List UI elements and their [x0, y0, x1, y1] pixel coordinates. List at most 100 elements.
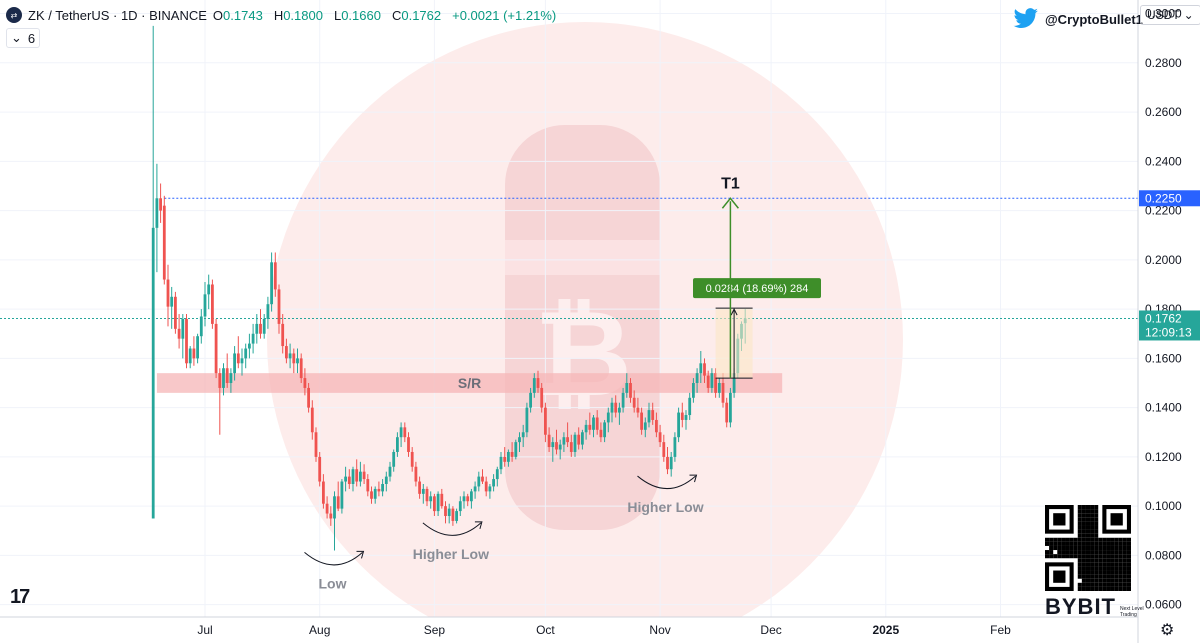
y-tick-label: 0.1000 [1145, 499, 1182, 513]
qr-module [1081, 545, 1086, 551]
candle-body [410, 451, 414, 467]
candle-body [377, 488, 381, 492]
candle-body [677, 412, 680, 438]
candle-body [573, 434, 577, 452]
candle-body [192, 348, 196, 359]
candle-body [396, 437, 399, 452]
candle-body [484, 481, 488, 492]
svg-text:₿: ₿ [534, 287, 632, 421]
candle-body [451, 508, 455, 521]
candle-body [643, 422, 647, 430]
qr-module [1090, 525, 1095, 530]
qr-module [1045, 554, 1050, 559]
qr-module [1110, 562, 1115, 567]
qr-module [1106, 586, 1111, 591]
qr-module [1094, 529, 1099, 534]
qr-module [1085, 566, 1091, 571]
tradingview-logo-icon[interactable]: 17 [10, 586, 30, 608]
candle-body [355, 469, 359, 482]
change-value: +0.0021 (+1.21%) [452, 7, 557, 23]
candle-body [333, 496, 336, 519]
candle-body [717, 383, 721, 393]
high-label: H [273, 7, 284, 23]
qr-module [1090, 550, 1095, 555]
qr-module [1085, 586, 1091, 591]
candle-body [499, 456, 503, 470]
qr-module [1077, 550, 1082, 555]
candle-body [362, 471, 366, 480]
qr-module [1053, 554, 1058, 559]
qr-module [1126, 574, 1131, 579]
candle-body [673, 437, 677, 457]
candle-body [569, 442, 573, 452]
qr-module [1085, 562, 1091, 567]
candle-body [407, 437, 410, 452]
candle-body [162, 205, 166, 280]
qr-module [1098, 545, 1103, 551]
qr-module [1090, 509, 1095, 514]
candle-body [288, 353, 292, 359]
candle-body [421, 488, 425, 494]
candle-body [425, 488, 429, 502]
symbol-title[interactable]: ZK / TetherUS · 1D · BINANCE [28, 7, 207, 23]
gear-icon[interactable]: ⚙ [1160, 622, 1175, 639]
qr-module [1085, 550, 1091, 555]
qr-module [1085, 574, 1091, 579]
candle-body [721, 383, 725, 403]
qr-module [1065, 554, 1070, 559]
qr-module [1118, 545, 1123, 551]
candle-body [266, 304, 270, 319]
x-tick-label: Aug [309, 623, 330, 637]
qr-module [1118, 574, 1123, 579]
sr-zone-label: S/R [458, 375, 481, 391]
candles [151, 25, 747, 551]
candle-body [199, 316, 203, 337]
qr-module [1077, 525, 1082, 530]
candle-body [692, 383, 695, 398]
x-tick-label: Jul [197, 623, 212, 637]
candle-body [566, 437, 569, 443]
qr-module [1118, 578, 1123, 583]
qr-module [1118, 570, 1123, 575]
candle-body [636, 407, 640, 413]
target-price-badge: 0.2250 [1145, 191, 1182, 205]
indicator-toggle[interactable]: ⌄ 6 [6, 28, 41, 48]
candle-body [444, 506, 447, 517]
candle-body [521, 432, 525, 438]
qr-module [1094, 550, 1099, 555]
candle-body [666, 456, 669, 470]
candle-body [632, 397, 636, 408]
qr-module [1045, 537, 1050, 542]
qr-module [1090, 562, 1095, 567]
candle-body [366, 479, 370, 492]
candle-body [259, 323, 262, 334]
qr-module [1081, 566, 1086, 571]
qr-module [1090, 529, 1095, 534]
currency-select[interactable]: USDT ⌄ [1140, 5, 1200, 25]
qr-module [1090, 558, 1095, 563]
candle-body [525, 407, 529, 433]
zk-coin-icon: ⇄ [6, 7, 22, 23]
annotation-label: Low [319, 575, 347, 591]
qr-module [1094, 517, 1099, 522]
target-arrowhead [721, 197, 739, 209]
candle-body [181, 318, 185, 339]
qr-module [1085, 509, 1091, 514]
qr-module [1081, 529, 1086, 534]
qr-module [1090, 570, 1095, 575]
time-axis[interactable] [0, 617, 1138, 643]
qr-module [1102, 541, 1107, 546]
bybit-tagline: Next Level Trading [1120, 606, 1144, 618]
qr-module [1126, 541, 1131, 546]
qr-module [1081, 562, 1086, 567]
qr-module [1118, 554, 1123, 559]
low-label: L [333, 7, 342, 23]
chevron-down-icon: ⌄ [11, 30, 22, 45]
candle-body [225, 368, 229, 384]
qr-module [1049, 537, 1054, 542]
qr-module [1094, 582, 1099, 587]
x-tick-label: Oct [536, 623, 555, 637]
qr-module [1106, 537, 1111, 542]
qr-module [1065, 537, 1070, 542]
